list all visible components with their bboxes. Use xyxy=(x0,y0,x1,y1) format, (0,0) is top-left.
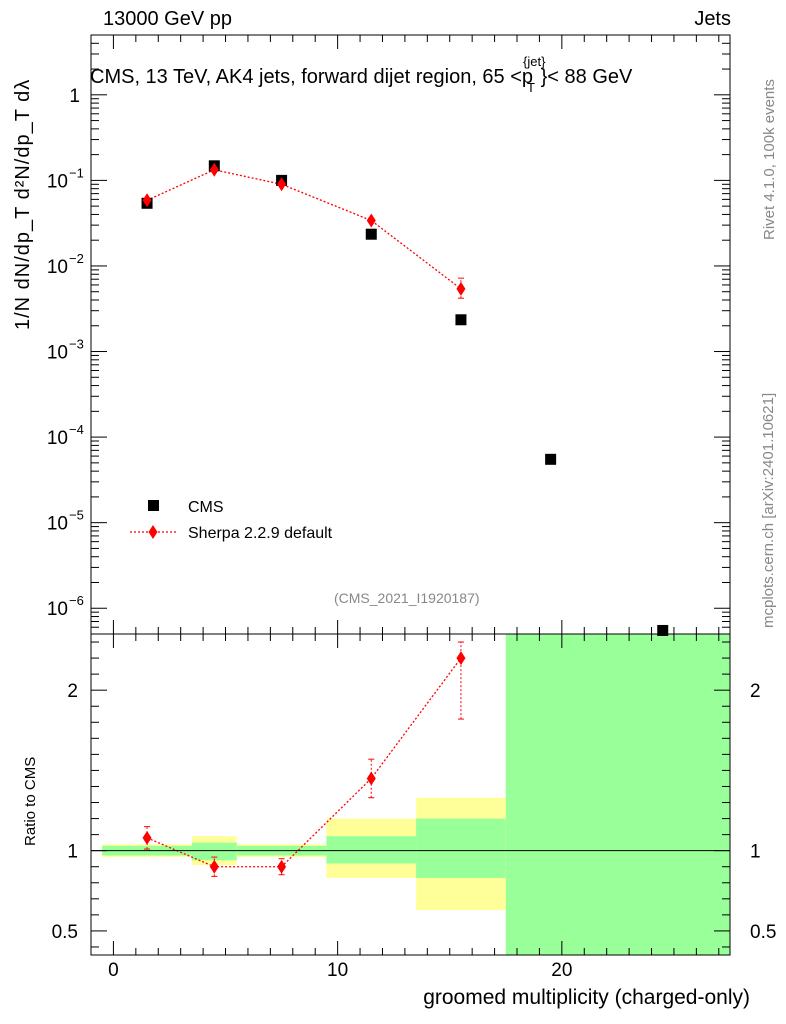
cms-point xyxy=(365,228,377,240)
ratio-tick-label-right: 0.5 xyxy=(750,922,776,943)
cms-point xyxy=(455,314,467,326)
ratio-tick-label-right: 1 xyxy=(750,842,761,863)
ratio-tick-label-right: 2 xyxy=(750,681,761,702)
ratio-y-axis-label: Ratio to CMS xyxy=(22,756,39,846)
legend: CMS Sherpa 2.2.9 default xyxy=(130,499,333,542)
y-tick-exponent: −6 xyxy=(69,593,84,608)
y-tick-exponent: −4 xyxy=(69,422,84,437)
y-tick-exponent: −5 xyxy=(69,508,84,523)
energy-label: 13000 GeV pp xyxy=(103,8,232,30)
green-band-3 xyxy=(326,836,417,864)
sherpa-line xyxy=(146,169,462,290)
green-band-1 xyxy=(191,842,237,861)
y-tick-exponent: −1 xyxy=(69,165,84,180)
y-tick-label: 10 xyxy=(47,428,68,449)
sherpa-point xyxy=(277,177,287,192)
ratio-uncertainty-bands xyxy=(102,634,730,955)
data-series-layer xyxy=(141,160,669,877)
main-plot-frame xyxy=(90,34,731,635)
x-tick-label: 10 xyxy=(327,960,348,981)
green-band-5 xyxy=(505,634,730,955)
y-tick-label: 10 xyxy=(47,514,68,535)
green-band-4 xyxy=(416,818,506,878)
y-tick-label: 10 xyxy=(47,171,68,192)
legend-cms-label: CMS xyxy=(188,499,224,516)
axes-frames xyxy=(90,34,731,956)
y-tick-label: 10 xyxy=(47,599,68,620)
y-tick-label: 10 xyxy=(47,343,68,364)
title-superscript: {jet} xyxy=(523,54,546,69)
rivet-version-label: Rivet 4.1.0, 100k events xyxy=(761,79,778,240)
title-subscript: T xyxy=(527,80,535,95)
sherpa-point xyxy=(456,281,466,296)
x-tick-label: 0 xyxy=(108,960,119,981)
chart-title: CMS, 13 TeV, AK4 jets, forward dijet reg… xyxy=(90,54,633,95)
cms-point xyxy=(545,453,557,465)
sherpa-point xyxy=(366,213,376,228)
ratio-sherpa-point xyxy=(209,859,219,874)
x-axis-label: groomed multiplicity (charged-only) xyxy=(423,986,750,1009)
ratio-tick-label: 0.5 xyxy=(52,922,78,943)
ratio-plot-frame xyxy=(90,633,731,956)
y-tick-exponent: −3 xyxy=(69,337,84,352)
y-axis-label: 1/N dN/dp_T d²N/dp_T dλ xyxy=(12,78,34,330)
ratio-sherpa-point xyxy=(142,830,152,845)
sherpa-point xyxy=(209,162,219,177)
ratio-sherpa-point xyxy=(456,651,466,666)
legend-sherpa-marker xyxy=(148,525,158,539)
ratio-tick-label: 2 xyxy=(67,681,78,702)
y-tick-label: 1 xyxy=(69,86,80,107)
analysis-tag: (CMS_2021_I1920187) xyxy=(334,590,480,606)
ratio-sherpa-point xyxy=(277,859,287,874)
legend-cms-marker xyxy=(148,500,159,511)
legend-sherpa-label: Sherpa 2.2.9 default xyxy=(188,525,333,542)
category-label: Jets xyxy=(694,8,731,30)
cms-point xyxy=(657,624,669,636)
ratio-tick-label: 1 xyxy=(67,842,78,863)
y-tick-exponent: −2 xyxy=(69,251,84,266)
sherpa-point xyxy=(142,193,152,208)
x-tick-label: 20 xyxy=(551,960,572,981)
ratio-sherpa-point xyxy=(366,771,376,786)
y-tick-label: 10 xyxy=(47,257,68,278)
source-label: mcplots.cern.ch [arXiv:2401.10621] xyxy=(760,392,777,628)
